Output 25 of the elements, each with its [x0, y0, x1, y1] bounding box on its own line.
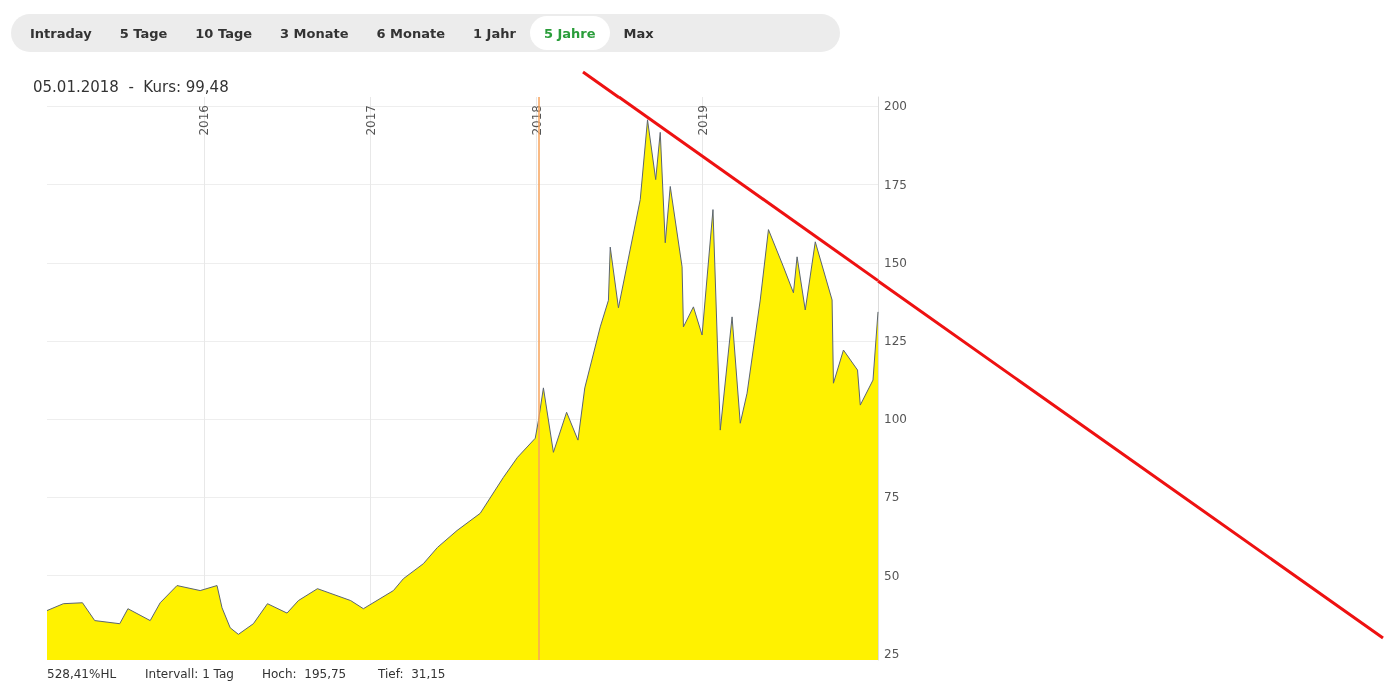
y-tick-label: 200: [884, 99, 907, 114]
y-tick-label: 175: [884, 177, 907, 192]
y-tick-label: 25: [884, 646, 900, 661]
text: Max: [609, 16, 668, 50]
y-tick-label: 125: [884, 333, 907, 348]
x-tick-label: 2018: [529, 105, 544, 136]
x-tick-label: 2019: [695, 105, 710, 136]
text: 528,41%HL: [47, 667, 117, 681]
y-tick-label: 100: [884, 412, 907, 427]
y-tick-label: 150: [884, 255, 907, 270]
text: Tief: 31,15: [377, 667, 446, 681]
text: Intraday: [16, 16, 106, 50]
x-tick-label: 2017: [363, 105, 378, 136]
text: 10 Tage: [181, 16, 267, 50]
y-tick-label: 75: [884, 490, 900, 505]
text: 5 Jahre: [529, 16, 610, 50]
text: 6 Monate: [362, 16, 460, 50]
text: 5 Tage: [105, 16, 182, 50]
y-tick-label: 50: [884, 568, 900, 583]
text: Hoch: 195,75: [262, 667, 347, 681]
text: 1 Jahr: [459, 16, 530, 50]
text: Intervall: 1 Tag: [145, 667, 234, 681]
x-tick-label: 2016: [197, 105, 212, 136]
chart-title: 05.01.2018 - Kurs: 99,48: [33, 77, 229, 96]
text: 3 Monate: [266, 16, 363, 50]
